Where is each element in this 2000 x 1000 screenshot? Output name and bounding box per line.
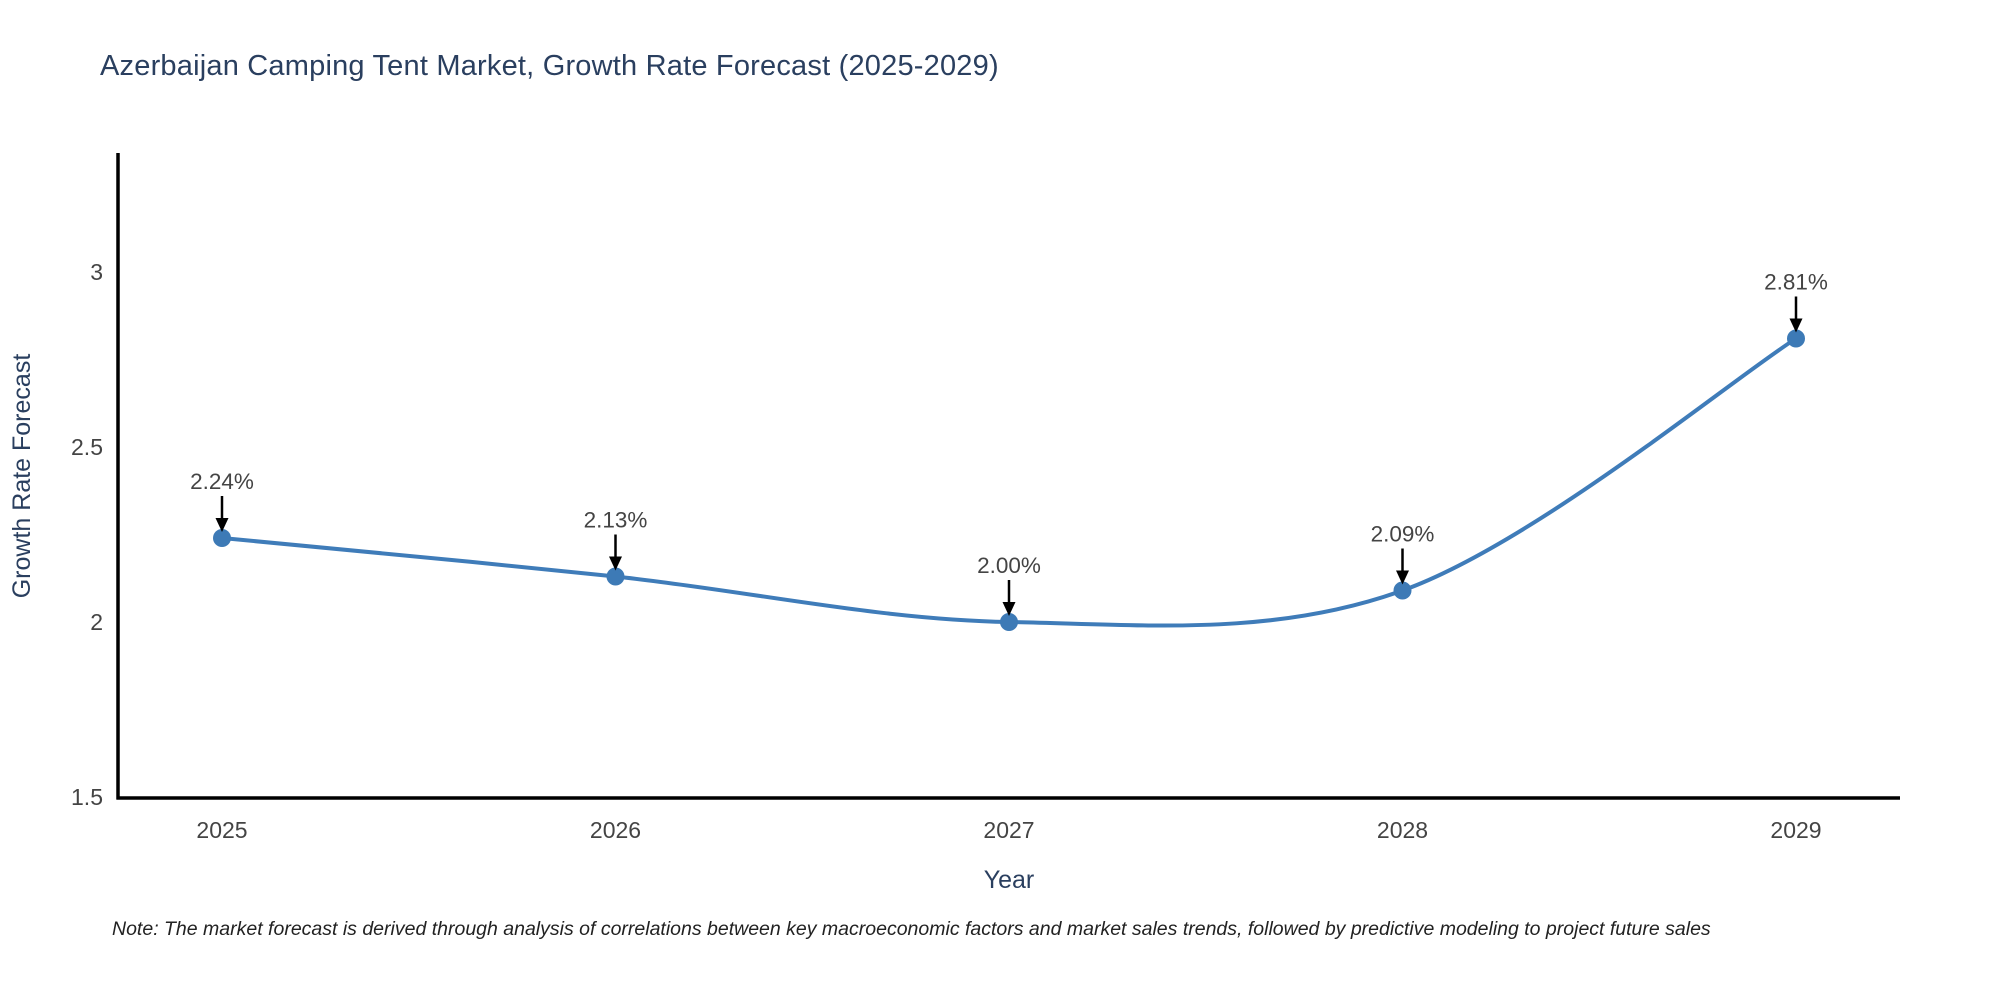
point-annotation: 2.09% bbox=[1371, 522, 1435, 547]
annotation-arrowhead bbox=[609, 556, 622, 571]
data-point-marker bbox=[1787, 329, 1805, 348]
annotation-arrowhead bbox=[1396, 570, 1409, 585]
point-annotation: 2.81% bbox=[1764, 270, 1828, 295]
data-point-marker bbox=[213, 529, 231, 547]
series-line bbox=[220, 336, 1798, 628]
data-point-marker bbox=[1393, 581, 1412, 600]
x-tick-label: 2029 bbox=[1770, 817, 1821, 843]
y-tick-label: 2.5 bbox=[71, 434, 103, 460]
data-point-marker bbox=[1000, 613, 1018, 631]
point-annotation: 2.00% bbox=[977, 553, 1041, 578]
y-tick-label: 3 bbox=[90, 259, 103, 285]
x-axis-title: Year bbox=[984, 866, 1035, 894]
y-tick-label: 1.5 bbox=[71, 784, 103, 810]
y-tick-label: 2 bbox=[90, 609, 103, 635]
chart-title: Azerbaijan Camping Tent Market, Growth R… bbox=[100, 50, 999, 82]
x-tick-label: 2027 bbox=[983, 817, 1034, 843]
point-annotation: 2.13% bbox=[584, 508, 648, 533]
y-axis-title: Growth Rate Forecast bbox=[8, 354, 36, 599]
x-tick-label: 2028 bbox=[1377, 817, 1428, 843]
point-annotation: 2.24% bbox=[190, 469, 254, 494]
footnote: Note: The market forecast is derived thr… bbox=[112, 918, 1711, 940]
annotation-arrowhead bbox=[1002, 602, 1016, 616]
data-point-marker bbox=[606, 567, 625, 586]
x-tick-label: 2025 bbox=[196, 817, 247, 843]
x-tick-label: 2026 bbox=[590, 817, 641, 843]
annotation-arrowhead bbox=[1789, 318, 1803, 333]
annotation-arrowhead bbox=[215, 518, 229, 532]
